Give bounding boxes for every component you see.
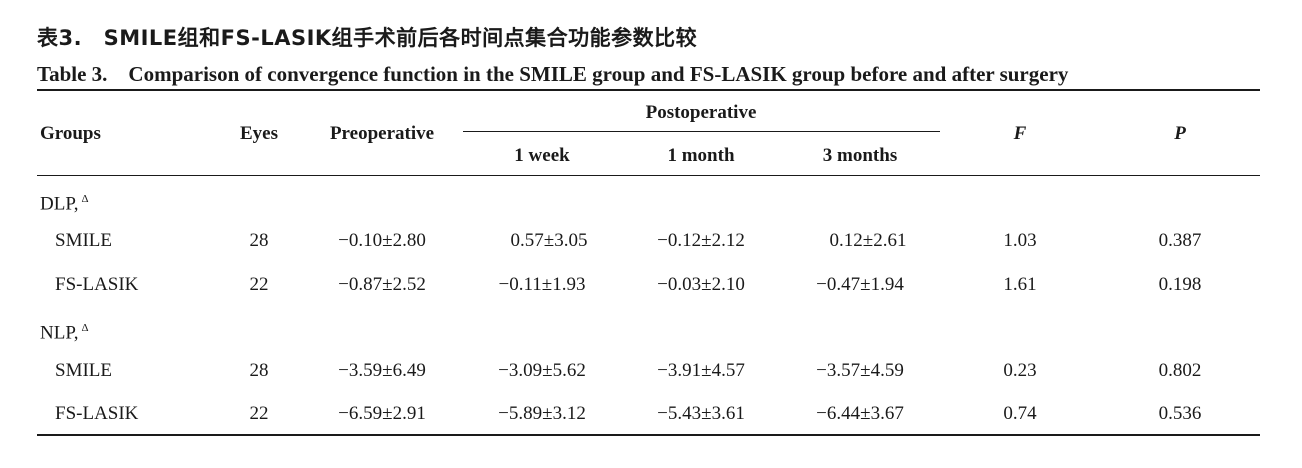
row-1-month: −5.43±3.61 xyxy=(657,403,745,424)
section-label-dlp: DLP, Δ xyxy=(40,193,89,215)
header-1-week: 1 week xyxy=(514,145,570,166)
row-group: SMILE xyxy=(55,230,112,251)
table-top-rule xyxy=(37,89,1260,91)
table-bottom-rule xyxy=(37,434,1260,436)
row-f: 1.03 xyxy=(1003,230,1037,251)
row-eyes: 28 xyxy=(249,360,269,381)
row-preoperative: −3.59±6.49 xyxy=(338,360,426,381)
row-1-week: 0.57±3.05 xyxy=(510,230,588,251)
row-1-week: −0.11±1.93 xyxy=(498,274,586,295)
row-eyes: 22 xyxy=(249,274,269,295)
row-group: FS-LASIK xyxy=(55,403,139,424)
row-p: 0.802 xyxy=(1158,360,1202,381)
row-preoperative: −6.59±2.91 xyxy=(338,403,426,424)
delta-mark: Δ xyxy=(81,193,89,205)
row-group: FS-LASIK xyxy=(55,274,139,295)
row-f: 0.74 xyxy=(1003,403,1037,424)
row-p: 0.536 xyxy=(1158,403,1202,424)
row-preoperative: −0.10±2.80 xyxy=(338,230,426,251)
header-postoperative: Postoperative xyxy=(645,102,757,123)
header-preoperative: Preoperative xyxy=(329,123,435,144)
row-f: 1.61 xyxy=(1003,274,1037,295)
table-title-chinese: 表3. SMILE组和FS-LASIK组手术前后各时间点集合功能参数比较 xyxy=(37,26,698,50)
row-3-months: −3.57±4.59 xyxy=(816,360,904,381)
table-title-english: Table 3. Comparison of convergence funct… xyxy=(37,62,1069,86)
row-eyes: 22 xyxy=(249,403,269,424)
row-1-month: −3.91±4.57 xyxy=(657,360,745,381)
row-f: 0.23 xyxy=(1003,360,1037,381)
delta-mark: Δ xyxy=(81,322,89,334)
row-1-week: −5.89±3.12 xyxy=(498,403,586,424)
section-label-nlp: NLP, Δ xyxy=(40,322,89,344)
row-preoperative: −0.87±2.52 xyxy=(338,274,426,295)
postoperative-sub-rule xyxy=(463,131,940,132)
header-3-months: 3 months xyxy=(822,145,898,166)
row-eyes: 28 xyxy=(249,230,269,251)
row-3-months: −0.47±1.94 xyxy=(816,274,904,295)
table-header-rule xyxy=(37,175,1260,176)
row-3-months: −6.44±3.67 xyxy=(816,403,904,424)
row-1-month: −0.12±2.12 xyxy=(657,230,745,251)
row-1-week: −3.09±5.62 xyxy=(498,360,586,381)
row-p: 0.198 xyxy=(1158,274,1202,295)
row-p: 0.387 xyxy=(1158,230,1202,251)
header-1-month: 1 month xyxy=(667,145,735,166)
header-p: P xyxy=(1174,123,1186,144)
row-1-month: −0.03±2.10 xyxy=(657,274,745,295)
header-eyes: Eyes xyxy=(240,123,278,144)
row-group: SMILE xyxy=(55,360,112,381)
row-3-months: 0.12±2.61 xyxy=(829,230,907,251)
header-f: F xyxy=(1013,123,1027,144)
header-groups: Groups xyxy=(40,123,101,144)
